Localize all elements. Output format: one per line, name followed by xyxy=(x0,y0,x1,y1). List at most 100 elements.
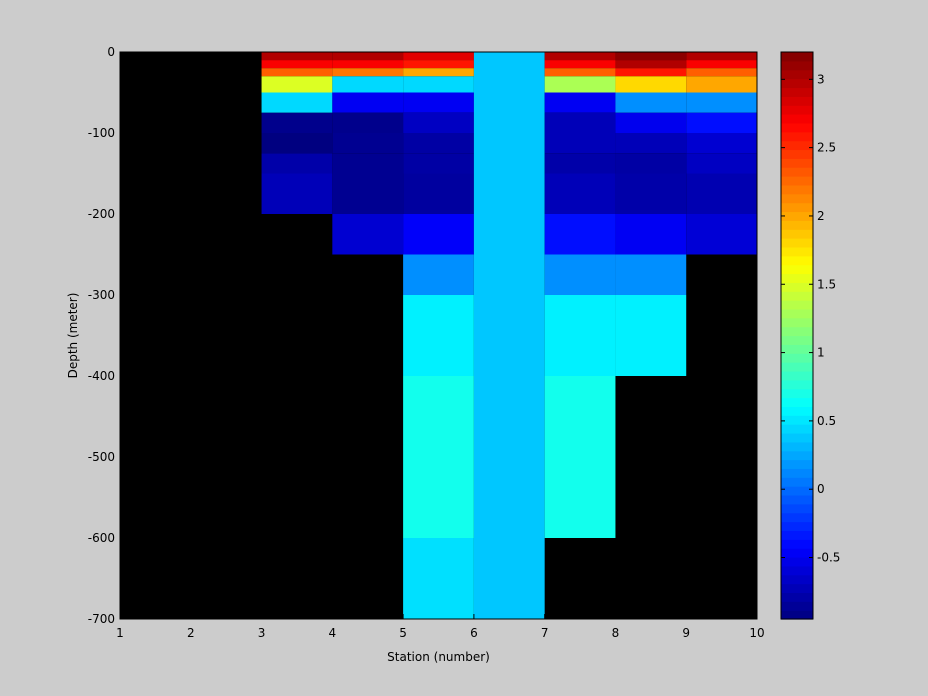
heatmap-cell xyxy=(686,112,757,133)
colorbar-band xyxy=(781,379,813,390)
y-tick-label: -200 xyxy=(88,207,115,221)
heatmap-cell xyxy=(332,60,404,69)
heatmap-cell xyxy=(332,52,404,61)
heatmap-cell xyxy=(332,173,404,214)
heatmap-cell xyxy=(615,153,687,174)
colorbar-band xyxy=(781,574,813,585)
colorbar-band xyxy=(781,220,813,230)
heatmap-cell xyxy=(615,92,687,113)
heatmap-cell xyxy=(403,254,474,295)
y-tick-label: -500 xyxy=(88,450,115,464)
colorbar-band xyxy=(781,264,813,275)
colorbar-band xyxy=(781,344,813,354)
colorbar-band xyxy=(781,468,813,478)
colorbar-band xyxy=(781,601,813,611)
heatmap-cell xyxy=(544,60,616,69)
colorbar-band xyxy=(781,300,813,310)
heatmap-cell xyxy=(686,133,757,154)
colorbar-band xyxy=(781,149,813,159)
colorbar-band xyxy=(781,583,813,594)
heatmap-cell xyxy=(332,112,404,133)
heatmap-cell xyxy=(544,376,616,538)
heatmap-cell xyxy=(615,112,687,133)
heatmap-cell xyxy=(615,254,687,295)
colorbar-band xyxy=(781,610,813,620)
colorbar-tick-label: 3 xyxy=(817,72,825,86)
colorbar-band xyxy=(781,556,813,567)
y-tick-label: -100 xyxy=(88,126,115,140)
heatmap-cell xyxy=(332,214,404,255)
heatmap-cell xyxy=(403,538,474,619)
heatmap-cell xyxy=(544,133,616,154)
colorbar-band xyxy=(781,105,813,115)
colorbar-band xyxy=(781,96,813,106)
heatmap-cell xyxy=(615,52,687,61)
heatmap-cell xyxy=(686,153,757,174)
colorbar-band xyxy=(781,78,813,89)
colorbar-band xyxy=(781,353,813,363)
heatmap-cell xyxy=(615,295,687,376)
heatmap-cell xyxy=(544,254,616,295)
colorbar-tick-label: -0.5 xyxy=(817,551,840,565)
heatmap-cell xyxy=(686,92,757,113)
heatmap-cell xyxy=(261,92,333,113)
colorbar-band xyxy=(781,131,813,142)
heatmap-cell xyxy=(403,295,474,376)
colorbar-band xyxy=(781,512,813,523)
heatmap-cell xyxy=(261,76,333,93)
colorbar-band xyxy=(781,459,813,469)
y-tick-label: -700 xyxy=(88,612,115,626)
x-tick-label: 4 xyxy=(329,626,337,640)
heatmap-cell xyxy=(261,68,333,77)
colorbar-band xyxy=(781,530,813,540)
x-axis-label: Station (number) xyxy=(387,650,490,664)
colorbar-band xyxy=(781,415,813,425)
colorbar-band xyxy=(781,565,813,576)
heatmap-cells xyxy=(261,52,757,619)
colorbar-band xyxy=(781,335,813,345)
colorbar-band xyxy=(781,238,813,248)
heatmap-cell xyxy=(261,52,333,61)
colorbar-band xyxy=(781,548,813,558)
heatmap-cell xyxy=(686,68,757,77)
x-tick-label: 2 xyxy=(187,626,195,640)
axes: 1 2 3 4 5 6 7 8 9 10 0 -100 -200 -300 -400 -500 -600 -700 xyxy=(88,45,765,640)
heatmap-cell xyxy=(544,153,616,174)
heatmap-cell xyxy=(544,92,616,113)
heatmap-cell xyxy=(544,52,616,61)
colorbar-tick-label: 0 xyxy=(817,482,825,496)
colorbar-band xyxy=(781,308,813,319)
colorbar-band xyxy=(781,167,813,177)
heatmap-cell xyxy=(686,60,757,69)
x-tick-label: 5 xyxy=(399,626,407,640)
heatmap-cell xyxy=(615,214,687,255)
heatmap-cell xyxy=(544,112,616,133)
colorbar-band xyxy=(781,193,813,204)
x-tick-label: 8 xyxy=(612,626,620,640)
colorbar-tick-label: 1 xyxy=(817,346,825,360)
colorbar-band xyxy=(781,539,813,549)
heatmap-cell xyxy=(403,112,474,133)
colorbar-band xyxy=(781,255,813,266)
y-tick-label: -600 xyxy=(88,531,115,545)
x-tick-label: 9 xyxy=(682,626,690,640)
colorbar-band xyxy=(781,158,813,168)
x-tick-label: 7 xyxy=(541,626,549,640)
colorbar-tick-label: 2 xyxy=(817,209,825,223)
colorbar-band xyxy=(781,388,813,399)
x-tick-label: 6 xyxy=(470,626,478,640)
x-tick-label: 10 xyxy=(749,626,764,640)
x-tick-label: 1 xyxy=(116,626,124,640)
heatmap-cell xyxy=(332,76,404,93)
colorbar-band xyxy=(781,176,813,186)
heatmap-cell xyxy=(403,60,474,69)
colorbar-band xyxy=(781,282,813,292)
heatmap-cell xyxy=(403,376,474,538)
colorbar-band xyxy=(781,494,813,505)
colorbar-band xyxy=(781,406,813,416)
heatmap-cell xyxy=(544,295,616,376)
x-tick-label: 3 xyxy=(258,626,266,640)
colorbar-band xyxy=(781,424,813,434)
colorbar-tick-label: 0.5 xyxy=(817,414,836,428)
colorbar-band xyxy=(781,432,813,443)
